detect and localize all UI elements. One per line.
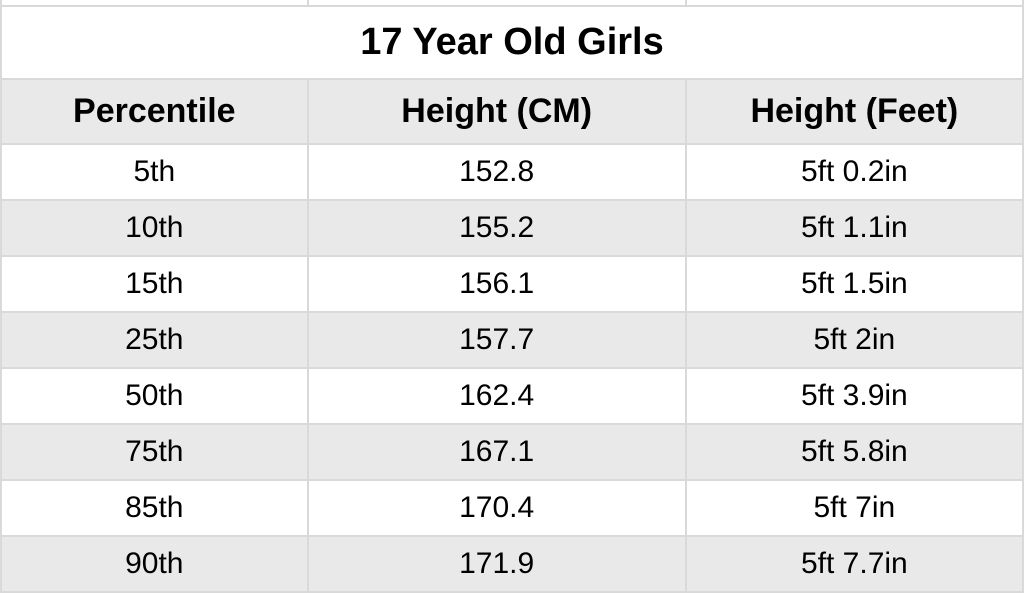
cell-height-cm: 152.8 bbox=[308, 144, 686, 200]
cell-percentile: 90th bbox=[1, 536, 308, 592]
table-row: 25th 157.7 5ft 2in bbox=[1, 312, 1023, 368]
cell-height-cm: 155.2 bbox=[308, 200, 686, 256]
table-row: 90th 171.9 5ft 7.7in bbox=[1, 536, 1023, 592]
cell-height-cm: 157.7 bbox=[308, 312, 686, 368]
cell-height-feet: 5ft 2in bbox=[686, 312, 1023, 368]
table-row: 15th 156.1 5ft 1.5in bbox=[1, 256, 1023, 312]
cell-percentile: 85th bbox=[1, 480, 308, 536]
table-row: 85th 170.4 5ft 7in bbox=[1, 480, 1023, 536]
height-percentile-table: 17 Year Old Girls Percentile Height (CM)… bbox=[0, 0, 1024, 593]
cell-height-cm: 170.4 bbox=[308, 480, 686, 536]
table-row: 10th 155.2 5ft 1.1in bbox=[1, 200, 1023, 256]
cell-percentile: 75th bbox=[1, 424, 308, 480]
cell-percentile: 10th bbox=[1, 200, 308, 256]
column-header-height-cm: Height (CM) bbox=[308, 79, 686, 144]
cell-height-feet: 5ft 7in bbox=[686, 480, 1023, 536]
cell-height-feet: 5ft 5.8in bbox=[686, 424, 1023, 480]
column-header-percentile: Percentile bbox=[1, 79, 308, 144]
table-row: 5th 152.8 5ft 0.2in bbox=[1, 144, 1023, 200]
cell-height-cm: 162.4 bbox=[308, 368, 686, 424]
cell-percentile: 50th bbox=[1, 368, 308, 424]
cell-height-feet: 5ft 3.9in bbox=[686, 368, 1023, 424]
cell-percentile: 25th bbox=[1, 312, 308, 368]
cell-height-cm: 171.9 bbox=[308, 536, 686, 592]
cell-height-feet: 5ft 1.1in bbox=[686, 200, 1023, 256]
cell-height-feet: 5ft 7.7in bbox=[686, 536, 1023, 592]
table-title: 17 Year Old Girls bbox=[1, 6, 1023, 79]
cell-height-feet: 5ft 1.5in bbox=[686, 256, 1023, 312]
title-row: 17 Year Old Girls bbox=[1, 6, 1023, 79]
table-row: 75th 167.1 5ft 5.8in bbox=[1, 424, 1023, 480]
cell-height-feet: 5ft 0.2in bbox=[686, 144, 1023, 200]
cell-percentile: 5th bbox=[1, 144, 308, 200]
table-row: 50th 162.4 5ft 3.9in bbox=[1, 368, 1023, 424]
cell-height-cm: 156.1 bbox=[308, 256, 686, 312]
cell-percentile: 15th bbox=[1, 256, 308, 312]
header-row: Percentile Height (CM) Height (Feet) bbox=[1, 79, 1023, 144]
column-header-height-feet: Height (Feet) bbox=[686, 79, 1023, 144]
cell-height-cm: 167.1 bbox=[308, 424, 686, 480]
